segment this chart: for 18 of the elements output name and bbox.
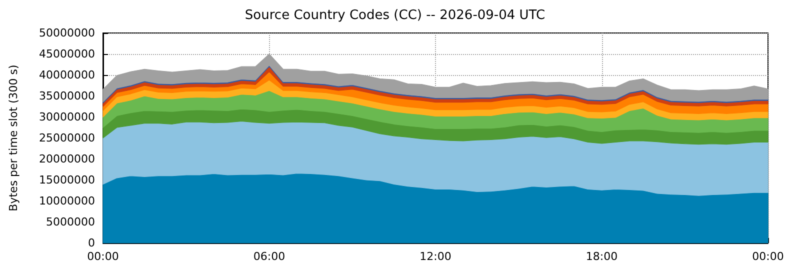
y-axis-title: Bytes per time slot (300 s) [7, 64, 20, 212]
y-tick-label: 40000000 [39, 68, 95, 82]
y-tick-label: 0 [88, 236, 95, 250]
y-tick-label: 15000000 [39, 174, 95, 186]
y-tick-label: 20000000 [39, 152, 95, 166]
y-tick-label: 10000000 [39, 194, 95, 208]
x-tick-label: 00:00 [752, 250, 784, 263]
y-tick-label: 50000000 [39, 26, 95, 40]
chart-title: Source Country Codes (CC) -- 2026-09-04 UTC [244, 8, 546, 23]
x-tick-label: 06:00 [253, 250, 286, 263]
x-tick-label: 00:00 [87, 250, 119, 263]
x-tick-label: 18:00 [586, 250, 618, 263]
y-tick-label: 45000000 [39, 48, 95, 60]
x-tick-label: 12:00 [420, 250, 452, 263]
y-tick-label: 30000000 [39, 110, 95, 124]
y-tick-label: 25000000 [39, 132, 95, 144]
y-tick-label: 35000000 [39, 90, 95, 102]
y-tick-label: 5000000 [46, 216, 95, 228]
